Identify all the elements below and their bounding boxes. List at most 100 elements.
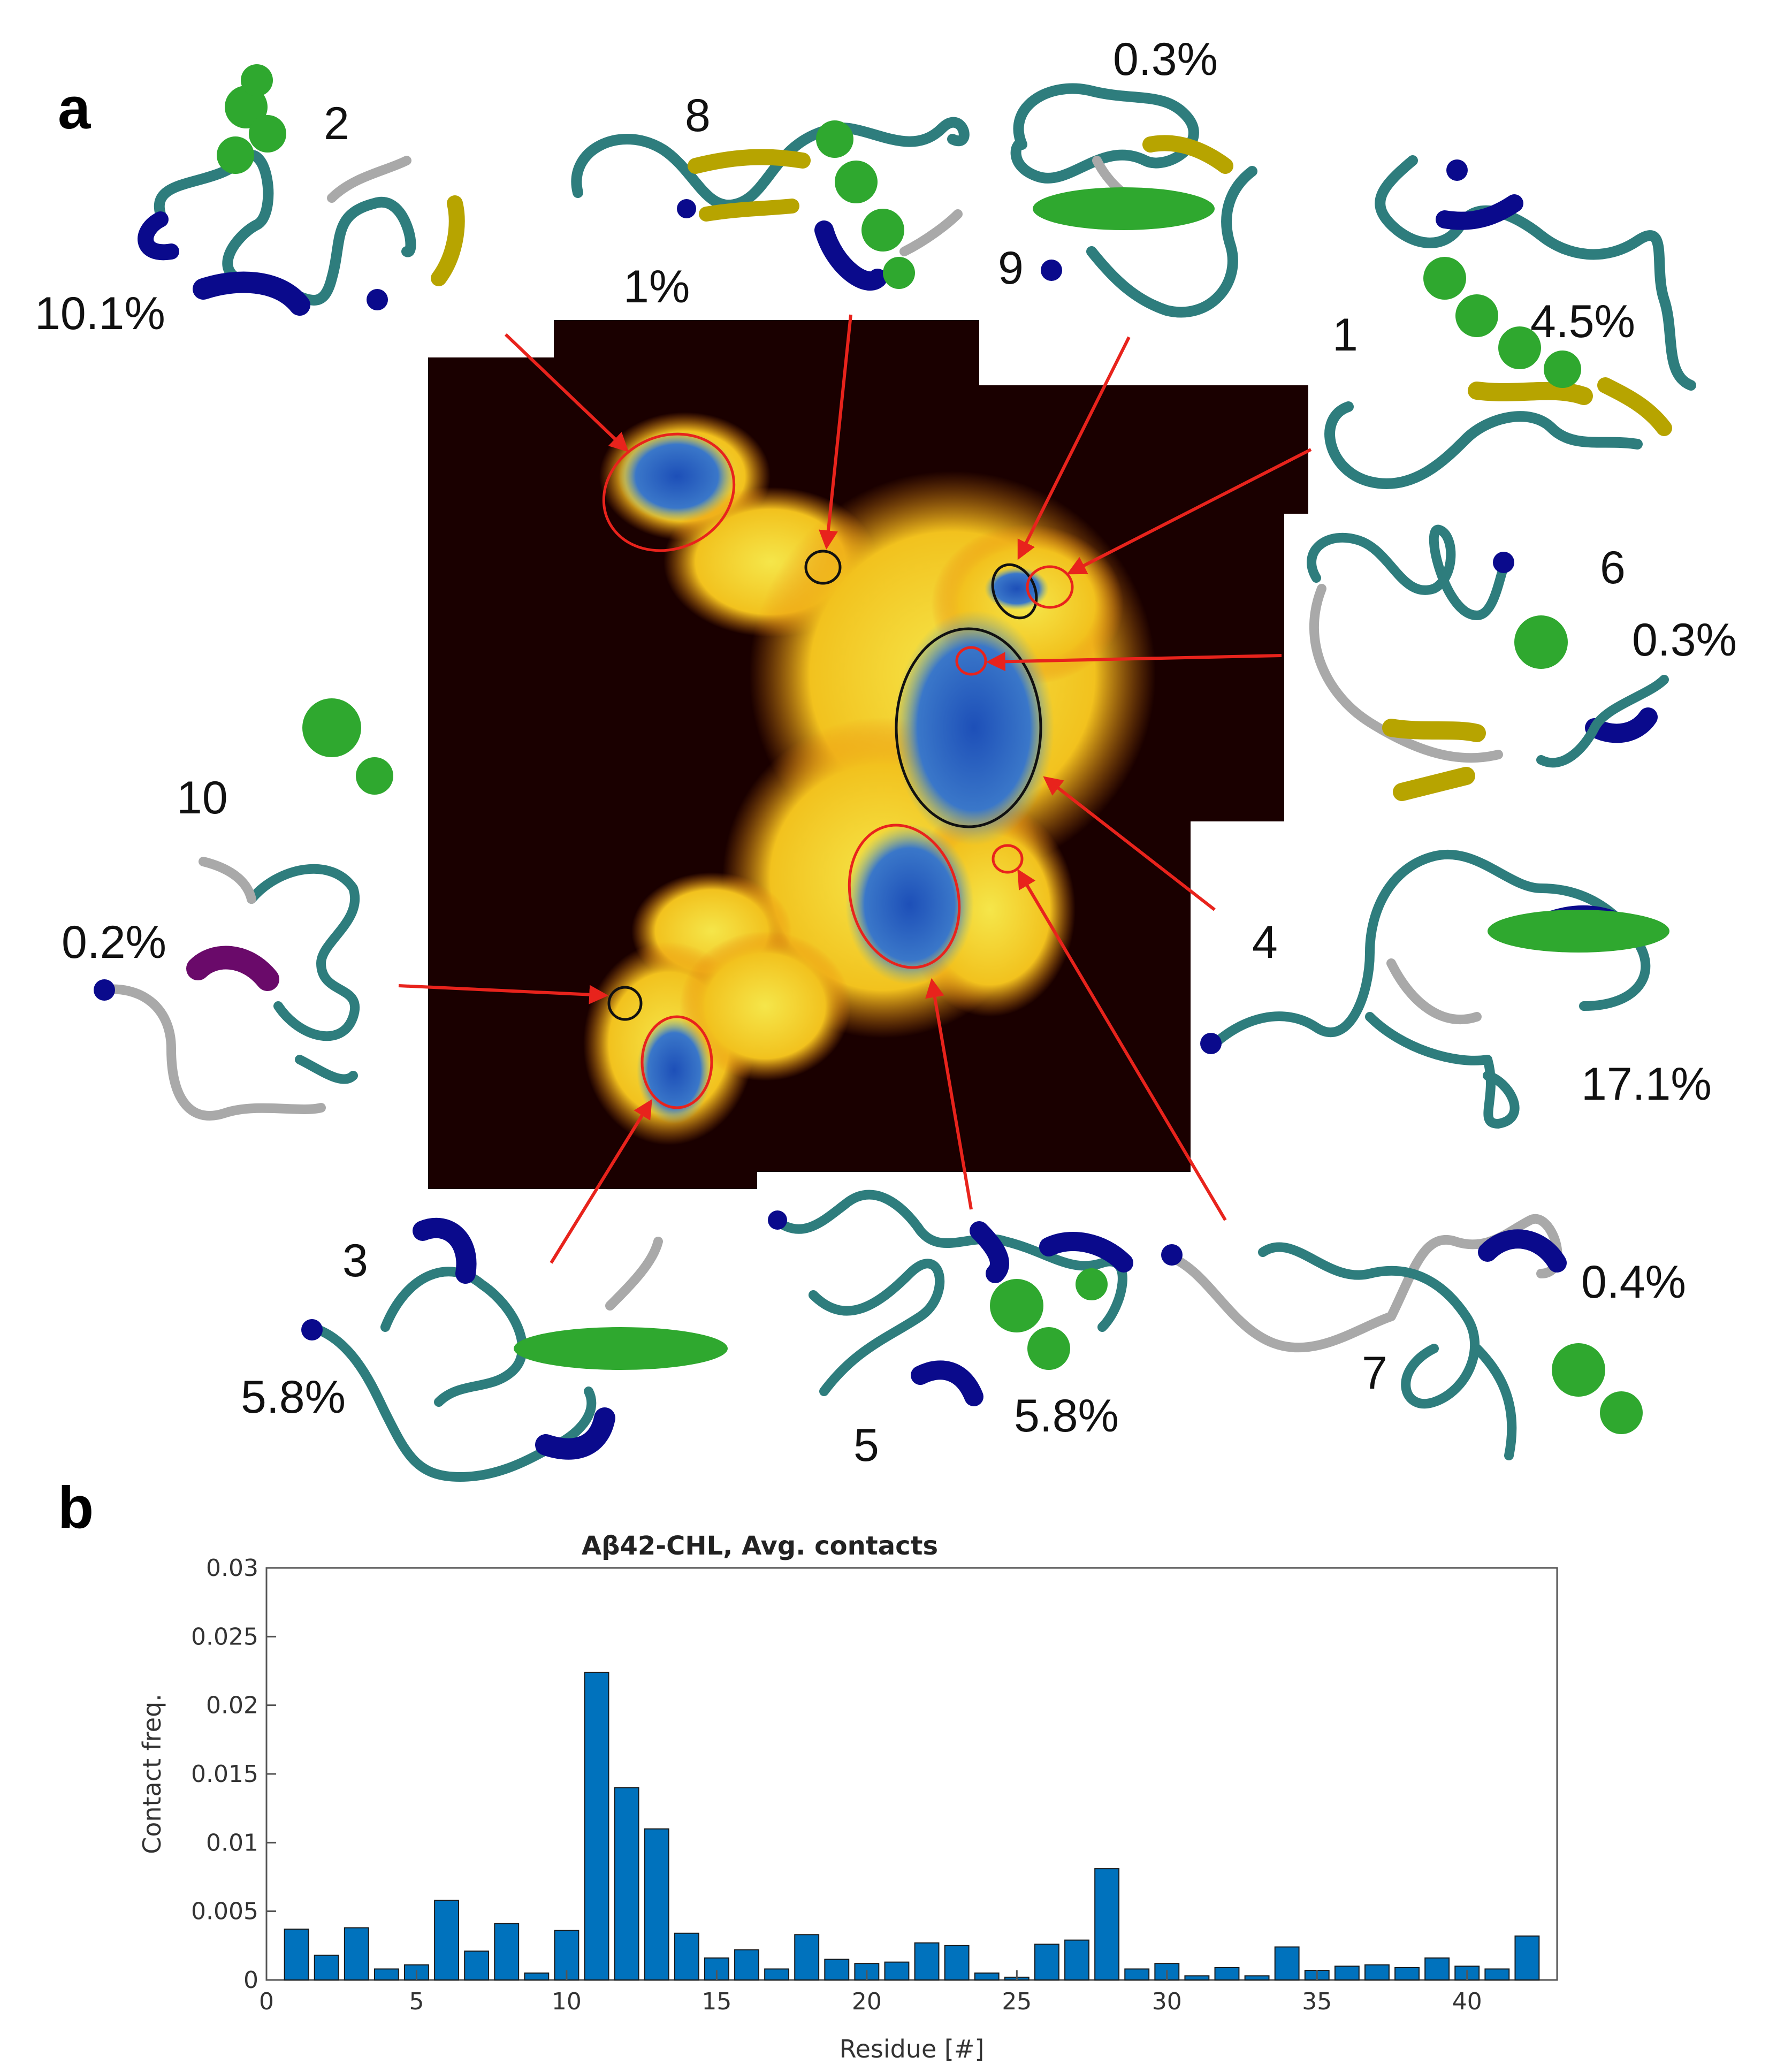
cluster-10-percent: 0.2% (62, 917, 166, 968)
bar-residue-13 (644, 1828, 669, 1981)
ligand-2 (217, 64, 286, 174)
bar-residue-23 (944, 1945, 970, 1980)
x-tick-label: 0 (259, 1988, 274, 2015)
cluster-outline-6 (955, 646, 987, 676)
bar-residue-32 (1214, 1967, 1240, 1980)
ligand-7 (1552, 1343, 1643, 1434)
structure-6-image (1307, 524, 1669, 801)
panel-a-letter: a (58, 75, 91, 141)
bar-residue-9 (524, 1972, 550, 1981)
contact-frequency-chart: Aβ42-CHL, Avg. contacts 0 5 10 15 20 25 30 35 40… (138, 1531, 1558, 2063)
ligand-10 (302, 698, 393, 795)
bar-residue-2 (314, 1954, 339, 1981)
x-tick-label: 30 (1152, 1988, 1182, 2015)
y-tick-label: 0.03 (206, 1555, 258, 1582)
structure-3-image (301, 1217, 728, 1482)
cluster-5-number: 5 (853, 1420, 879, 1471)
bar-residue-4 (373, 1968, 399, 1980)
cluster-8-percent: 1% (623, 261, 690, 313)
cluster-outline-9 (991, 563, 1038, 620)
x-tick-label: 10 (552, 1988, 582, 2015)
structure-9-image (1010, 83, 1257, 318)
y-axis-ticks: 0 0.005 0.01 0.015 0.02 0.025 0.03 (191, 1555, 276, 1994)
ligand-4 (1488, 910, 1669, 953)
cluster-8-number: 8 (685, 90, 711, 141)
structure-1-image (1324, 155, 1696, 489)
cluster-6-percent: 0.3% (1632, 614, 1737, 666)
bar-residue-18 (794, 1934, 820, 1981)
ligand-5 (990, 1268, 1108, 1370)
bar-residue-11 (584, 1672, 609, 1980)
x-axis-ticks: 0 5 10 15 20 25 30 35 40 (259, 1970, 1482, 2015)
cluster-outlines (602, 432, 1074, 1109)
ligand-8 (816, 120, 915, 289)
x-tick-label: 20 (852, 1988, 882, 2015)
bar-residue-26 (1034, 1944, 1059, 1980)
cluster-outline-1 (1026, 565, 1074, 609)
bar-residue-36 (1334, 1966, 1360, 1980)
bar-residue-37 (1364, 1964, 1390, 1980)
cluster-7-percent: 0.4% (1581, 1256, 1686, 1308)
bar-residue-33 (1244, 1975, 1270, 1981)
panel-b-letter: b (58, 1475, 94, 1541)
cluster-4-percent: 17.1% (1581, 1058, 1712, 1110)
y-tick-label: 0 (243, 1967, 258, 1994)
cluster-outline-4 (895, 627, 1042, 828)
ligand-6 (1514, 615, 1568, 669)
bar-residue-41 (1484, 1968, 1510, 1980)
x-tick-label: 25 (1002, 1988, 1032, 2015)
bar-residue-19 (824, 1959, 850, 1980)
cluster-9-percent: 0.3% (1113, 34, 1218, 85)
cluster-6-number: 6 (1600, 542, 1626, 593)
y-tick-label: 0.025 (191, 1623, 258, 1650)
bar-residue-21 (884, 1961, 910, 1980)
ligand-1 (1423, 257, 1581, 388)
structure-cartoons (94, 64, 1696, 1482)
cluster-4-number: 4 (1252, 917, 1278, 968)
structure-10-image (94, 698, 393, 1121)
bar-residue-28 (1094, 1868, 1120, 1981)
bar-residue-14 (674, 1932, 699, 1981)
cluster-9-number: 9 (998, 242, 1024, 294)
cluster-arrows (398, 314, 1312, 1264)
bar-residue-6 (434, 1900, 459, 1980)
cluster-1-number: 1 (1332, 309, 1358, 361)
cluster-outline-5 (848, 824, 961, 969)
y-tick-label: 0.02 (206, 1692, 258, 1719)
structure-4-image (1200, 849, 1669, 1129)
x-tick-label: 35 (1302, 1988, 1332, 2015)
chart-title: Aβ42-CHL, Avg. contacts (582, 1531, 938, 1561)
bar-residue-1 (284, 1929, 309, 1981)
structure-5-image (768, 1190, 1133, 1406)
cluster-2-number: 2 (324, 98, 349, 149)
cluster-outline-10 (607, 986, 643, 1021)
cluster-10-number: 10 (177, 772, 228, 824)
x-tick-label: 15 (701, 1988, 731, 2015)
cluster-3-percent: 5.8% (241, 1372, 346, 1423)
cluster-2-percent: 10.1% (35, 288, 165, 339)
cluster-1-percent: 4.5% (1530, 296, 1635, 347)
cluster-outline-2 (602, 432, 736, 552)
x-tick-label: 5 (409, 1988, 424, 2015)
bar-residue-29 (1124, 1968, 1150, 1980)
bar-residue-12 (614, 1787, 639, 1981)
bar-residue-27 (1064, 1939, 1089, 1980)
structure-2-image (138, 64, 465, 316)
bar-residue-42 (1514, 1935, 1540, 1981)
cluster-5-percent: 5.8% (1014, 1390, 1119, 1442)
structure-8-image (571, 117, 970, 291)
structure-7-image (1161, 1214, 1643, 1460)
cluster-outline-8 (804, 550, 842, 585)
bar-residue-39 (1424, 1957, 1450, 1981)
x-axis-label: Residue [#] (840, 2035, 985, 2063)
plot-area (265, 1567, 1558, 1981)
bar-residue-17 (764, 1968, 790, 1980)
cluster-labels: 2 10.1% 8 1% 0.3% 9 1 4.5% 6 0.3% 10 0.2… (35, 34, 1737, 1471)
cluster-3-number: 3 (342, 1235, 368, 1286)
ligand-9 (1033, 187, 1215, 230)
y-tick-label: 0.015 (191, 1761, 258, 1788)
bar-residue-38 (1394, 1967, 1420, 1980)
x-tick-label: 40 (1452, 1988, 1482, 2015)
bar-residue-8 (494, 1923, 520, 1980)
bar-residue-16 (734, 1949, 759, 1981)
